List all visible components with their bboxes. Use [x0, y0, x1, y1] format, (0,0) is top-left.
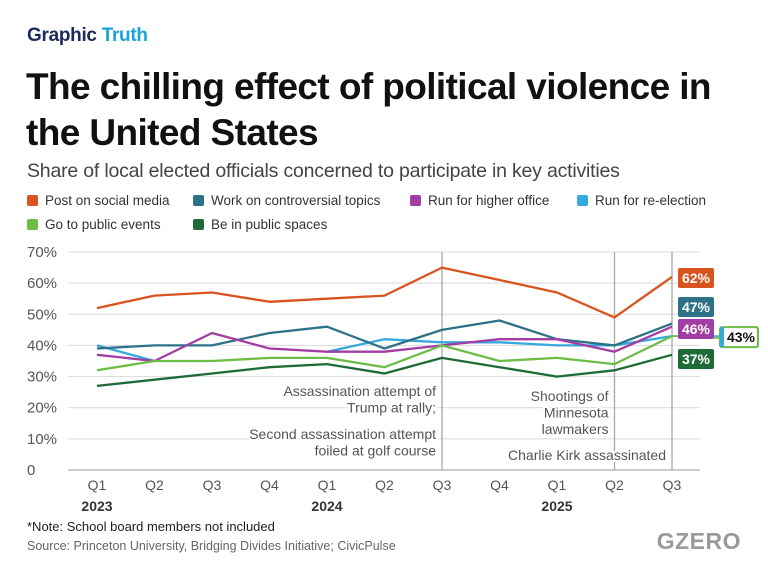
y-tick-label: 70% [27, 244, 57, 261]
x-tick-label: Q3 [663, 477, 682, 493]
end-value-label: 46% [682, 321, 711, 337]
y-tick-label: 0 [27, 462, 35, 479]
line-chart: 0 10% 20% 30% 40% 50% 60% 70% Assassination atte… [27, 244, 759, 514]
legend-label: Run for re-election [595, 193, 707, 208]
x-tick-label: Q4 [490, 477, 509, 493]
x-tick-label: Q1 [88, 477, 107, 493]
legend-label: Run for higher office [428, 193, 550, 208]
legend-swatch [410, 195, 421, 206]
event-annotation: Trump at rally; [347, 400, 436, 416]
y-tick-label: 30% [27, 369, 57, 386]
legend-swatch [27, 219, 38, 230]
year-label: 2024 [311, 498, 342, 514]
y-tick-label: 50% [27, 306, 57, 323]
legend-label: Go to public events [45, 217, 161, 232]
legend-item-public-events: Go to public events [27, 217, 161, 232]
footnote: *Note: School board members not included [27, 519, 275, 534]
end-label-box [678, 319, 714, 339]
legend-swatch [193, 219, 204, 230]
legend-item-public-spaces: Be in public spaces [193, 217, 327, 232]
year-label: 2025 [541, 498, 572, 514]
x-tick-label: Q1 [318, 477, 337, 493]
legend-swatch [577, 195, 588, 206]
event-annotation: lawmakers [542, 421, 609, 437]
y-tick-label: 10% [27, 431, 57, 448]
legend-swatch [27, 195, 38, 206]
event-annotation: Charlie Kirk assassinated [508, 447, 666, 463]
series-line [96, 335, 673, 372]
y-tick-label: 40% [27, 337, 57, 354]
event-annotation: Shootings of [531, 388, 609, 404]
series-line [96, 319, 673, 350]
legend-item-social-media: Post on social media [27, 193, 170, 208]
brand-logo: Graphic Truth [27, 25, 148, 47]
x-tick-label: Q2 [145, 477, 164, 493]
series-line [96, 266, 673, 319]
y-tick-label: 20% [27, 400, 57, 417]
x-tick-label: Q3 [203, 477, 222, 493]
end-label-box [678, 349, 714, 369]
end-value-label: 37% [682, 351, 711, 367]
legend-label: Work on controversial topics [211, 193, 381, 208]
legend-item-higher-office: Run for higher office [410, 193, 549, 208]
legend-label: Be in public spaces [211, 217, 328, 232]
legend-item-re-election: Run for re-election [577, 193, 706, 208]
x-tick-label: Q2 [605, 477, 624, 493]
year-label: 2023 [81, 498, 112, 514]
legend-swatch [193, 195, 204, 206]
page-title: The chilling effect of political violenc… [26, 66, 712, 153]
x-tick-label: Q3 [433, 477, 452, 493]
event-annotation: Second assassination attempt [249, 426, 436, 442]
legend-item-controversial-topics: Work on controversial topics [193, 193, 380, 208]
event-annotation: Minnesota [544, 405, 609, 421]
end-value-label: 62% [682, 270, 711, 286]
end-label-box [678, 297, 714, 317]
gzero-logo: GZERO [656, 528, 741, 554]
x-tick-label: Q1 [548, 477, 567, 493]
end-label-box-accent [720, 327, 724, 348]
end-value-label: 47% [682, 299, 711, 315]
event-annotation: Assassination attempt of [283, 383, 436, 399]
event-annotation: foiled at golf course [315, 443, 437, 459]
x-tick-label: Q2 [375, 477, 394, 493]
chart-subtitle: Share of local elected officials concern… [27, 160, 620, 182]
end-label-box [678, 268, 714, 288]
end-value-label: 43% [727, 329, 756, 345]
y-tick-label: 60% [27, 275, 57, 292]
series-line [96, 325, 673, 363]
source-note: Source: Princeton University, Bridging D… [27, 539, 396, 553]
legend-label: Post on social media [45, 193, 170, 208]
series-line [96, 353, 673, 388]
brand-part-2: Truth [101, 25, 148, 46]
brand-part-1: Graphic [27, 25, 97, 46]
x-tick-label: Q4 [260, 477, 279, 493]
